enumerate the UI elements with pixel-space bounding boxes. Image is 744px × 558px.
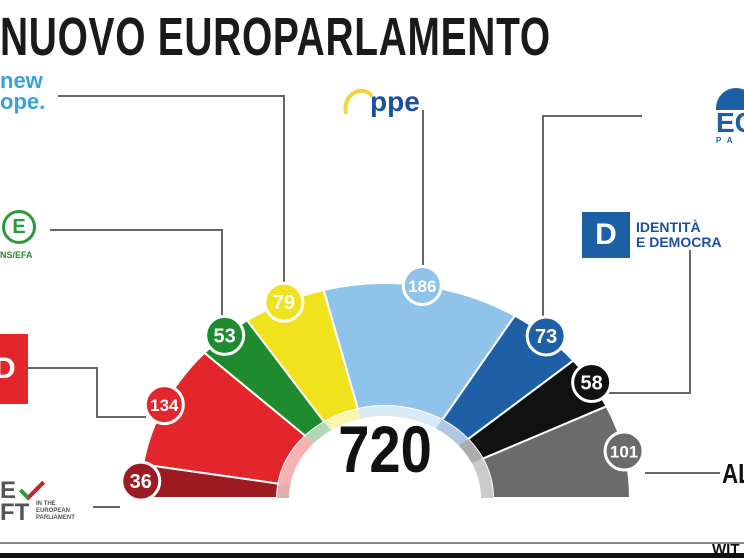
ecr-logo: EC PA (716, 88, 744, 145)
seat-count-left: 36 (130, 471, 152, 493)
renew-logo-text: new (0, 68, 43, 93)
renew-logo: new ope. (0, 68, 46, 114)
leader-sd (28, 367, 146, 418)
ecr-logo-text: EC (716, 107, 744, 138)
epp-logo-text: ppe (370, 86, 420, 117)
greens-logo-text: NS/EFA (0, 250, 33, 260)
segment-inner-id (458, 439, 483, 464)
left-logo-subtext: EUROPEAN (36, 508, 71, 514)
id-logo-text: E DEMOCRA (636, 234, 722, 250)
seat-count-epp: 186 (408, 277, 436, 296)
seat-badge-others (603, 430, 645, 472)
segment-inner-greens (305, 421, 331, 443)
seat-badge-sd (143, 384, 185, 426)
segment-inner-ecr (435, 419, 469, 446)
others-label: AL (722, 458, 744, 489)
seat-badge-epp (401, 265, 443, 307)
seat-badge-left (120, 460, 162, 502)
segment-inner-left (277, 483, 291, 498)
renew-logo-text: ope. (0, 89, 46, 114)
left-logo-subtext: IN THE (36, 501, 56, 507)
seat-count-ecr: 73 (535, 326, 557, 348)
seat-count-renew: 79 (273, 292, 295, 314)
seat-badge-id (571, 361, 613, 403)
leader-renew (58, 95, 285, 290)
left-logo-text: E (0, 477, 17, 504)
segment-epp (322, 282, 517, 422)
segment-inner-sd (278, 435, 315, 486)
segment-inner-others (471, 458, 493, 498)
sd-logo: D (0, 334, 28, 404)
seat-badge-greens (204, 314, 246, 356)
seat-count-others: 101 (610, 443, 638, 462)
seat-count-sd: 134 (150, 396, 179, 415)
segment-others (481, 405, 632, 499)
ecr-logo-subtext: PA (716, 136, 739, 145)
leader-ecr (542, 115, 642, 320)
id-badge-icon: D (582, 212, 630, 258)
left-logo-text: FT (0, 499, 30, 526)
seat-badge-ecr (525, 315, 567, 357)
seat-count-id: 58 (581, 372, 603, 394)
total-seats: 720 (338, 413, 432, 486)
id-logo-text: IDENTITÀ (636, 219, 701, 235)
left-logo-subtext: PARLIAMENT (36, 515, 75, 521)
leader-id (606, 250, 691, 394)
seat-count-greens: 53 (214, 325, 236, 347)
chart-title: NUOVO EUROPARLAMENTO (0, 7, 551, 67)
ecr-arc-icon (716, 88, 744, 110)
greens-circle-icon: E (2, 210, 36, 244)
sd-logo-text: D (0, 352, 16, 385)
epp-logo: ppe (342, 84, 432, 129)
seat-badge-renew (263, 281, 305, 323)
segment-inner-renew (324, 408, 361, 431)
bottom-bar (0, 553, 744, 558)
footer-text: WIT (712, 541, 740, 558)
leader-greens (50, 229, 223, 322)
segment-inner-epp (357, 406, 443, 429)
